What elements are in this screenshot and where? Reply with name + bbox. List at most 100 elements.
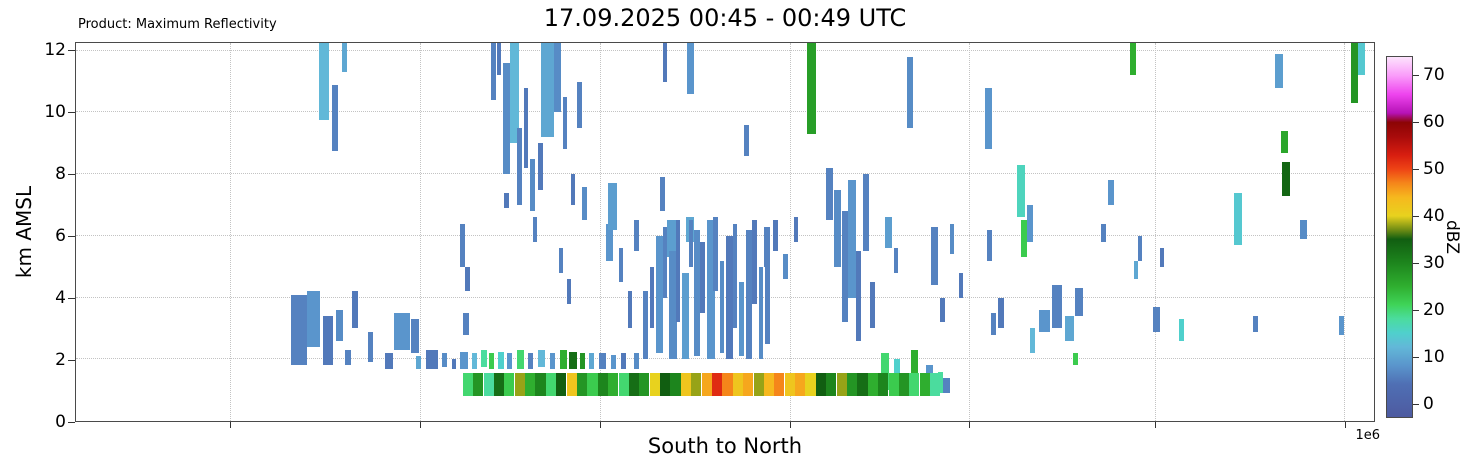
reflectivity-segment: [1052, 285, 1063, 329]
reflectivity-segment: [460, 223, 465, 267]
reflectivity-segment: [1129, 43, 1137, 76]
reflectivity-segment: [639, 373, 650, 397]
reflectivity-segment: [1300, 220, 1307, 239]
colorbar-tick-label: 20: [1423, 299, 1445, 320]
reflectivity-segment: [909, 373, 920, 397]
reflectivity-segment: [558, 248, 564, 273]
reflectivity-segment: [504, 373, 515, 397]
reflectivity-segment: [848, 180, 857, 298]
reflectivity-segment: [910, 350, 919, 394]
reflectivity-segment: [862, 174, 870, 252]
reflectivity-segment: [1179, 319, 1185, 341]
reflectivity-segment: [535, 373, 546, 397]
reflectivity-segment: [847, 373, 858, 397]
reflectivity-segment: [687, 43, 694, 94]
reflectivity-segment: [527, 353, 533, 369]
gridline-vertical: [1154, 43, 1156, 421]
reflectivity-segment: [509, 43, 519, 144]
reflectivity-segment: [765, 226, 770, 344]
reflectivity-segment: [538, 350, 545, 367]
colorbar-tick-label: 50: [1423, 158, 1445, 179]
reflectivity-segment: [1101, 223, 1106, 243]
reflectivity-segment: [931, 226, 938, 286]
reflectivity-segment: [471, 353, 478, 369]
y-tick-mark: [68, 422, 75, 423]
reflectivity-segment: [1281, 161, 1290, 196]
reflectivity-segment: [682, 272, 689, 360]
colorbar-tick-label: 40: [1423, 205, 1445, 226]
reflectivity-segment: [566, 373, 577, 397]
reflectivity-segment: [774, 373, 785, 397]
reflectivity-segment: [1233, 192, 1242, 246]
colorbar-tick-label: 60: [1423, 111, 1445, 132]
reflectivity-segment: [488, 353, 494, 369]
y-tick-label: 8: [55, 163, 66, 184]
reflectivity-segment: [621, 353, 627, 369]
reflectivity-segment: [582, 186, 587, 221]
reflectivity-segment: [634, 353, 640, 369]
reflectivity-segment: [656, 235, 663, 354]
reflectivity-segment: [949, 223, 955, 255]
x-tick-mark: [1345, 422, 1347, 428]
reflectivity-segment: [670, 373, 681, 397]
reflectivity-segment: [1017, 164, 1025, 218]
y-tick-mark: [68, 359, 75, 361]
x-tick-mark: [1155, 422, 1157, 428]
reflectivity-segment: [744, 124, 750, 156]
x-tick-mark: [600, 422, 602, 428]
gridline-vertical: [419, 43, 421, 421]
reflectivity-segment: [793, 217, 799, 243]
reflectivity-segment: [836, 373, 847, 397]
reflectivity-segment: [322, 316, 333, 366]
reflectivity-segment: [763, 226, 769, 267]
reflectivity-segment: [753, 373, 764, 397]
reflectivity-segment: [493, 373, 505, 397]
reflectivity-segment: [691, 373, 702, 397]
reflectivity-segment: [826, 167, 833, 221]
reflectivity-segment: [662, 43, 668, 82]
reflectivity-segment: [588, 353, 594, 369]
reflectivity-segment: [1027, 205, 1033, 243]
reflectivity-segment: [634, 220, 639, 252]
reflectivity-segment: [525, 373, 536, 397]
colorbar-tick-mark: [1413, 74, 1419, 76]
reflectivity-segment: [416, 356, 422, 369]
reflectivity-segment: [610, 354, 616, 369]
y-tick-label: 6: [55, 225, 66, 246]
y-tick-mark: [68, 235, 75, 237]
reflectivity-segment: [669, 251, 677, 360]
x-tick-mark: [229, 422, 231, 428]
reflectivity-segment: [549, 353, 555, 369]
reflectivity-segment: [662, 226, 668, 298]
reflectivity-segment: [368, 331, 374, 363]
reflectivity-segment: [763, 373, 775, 397]
reflectivity-segment: [1358, 43, 1365, 76]
reflectivity-segment: [1280, 130, 1289, 153]
reflectivity-segment: [937, 371, 944, 394]
reflectivity-segment: [352, 291, 358, 329]
reflectivity-segment: [943, 377, 950, 394]
reflectivity-segment: [940, 297, 945, 323]
reflectivity-segment: [906, 56, 914, 128]
reflectivity-segment: [462, 373, 473, 397]
colorbar-tick-mark: [1413, 403, 1419, 405]
y-tick-label: 4: [55, 287, 66, 308]
reflectivity-segment: [643, 291, 648, 360]
reflectivity-segment: [597, 373, 608, 397]
gridline-vertical: [969, 43, 971, 421]
reflectivity-segment: [826, 373, 837, 397]
reflectivity-segment: [523, 87, 529, 168]
reflectivity-segment: [739, 282, 744, 357]
product-label: Product: Maximum Reflectivity: [78, 17, 277, 32]
reflectivity-segment: [706, 220, 715, 360]
reflectivity-segment: [506, 353, 513, 369]
reflectivity-segment: [540, 43, 554, 138]
reflectivity-segment: [532, 217, 538, 243]
reflectivity-segment: [599, 353, 606, 369]
colorbar-label: dBZ: [1442, 219, 1462, 255]
reflectivity-segment: [480, 350, 488, 367]
reflectivity-segment: [984, 87, 993, 150]
reflectivity-segment: [1253, 316, 1258, 332]
gridline-horizontal: [76, 358, 1374, 360]
reflectivity-segment: [560, 350, 567, 369]
